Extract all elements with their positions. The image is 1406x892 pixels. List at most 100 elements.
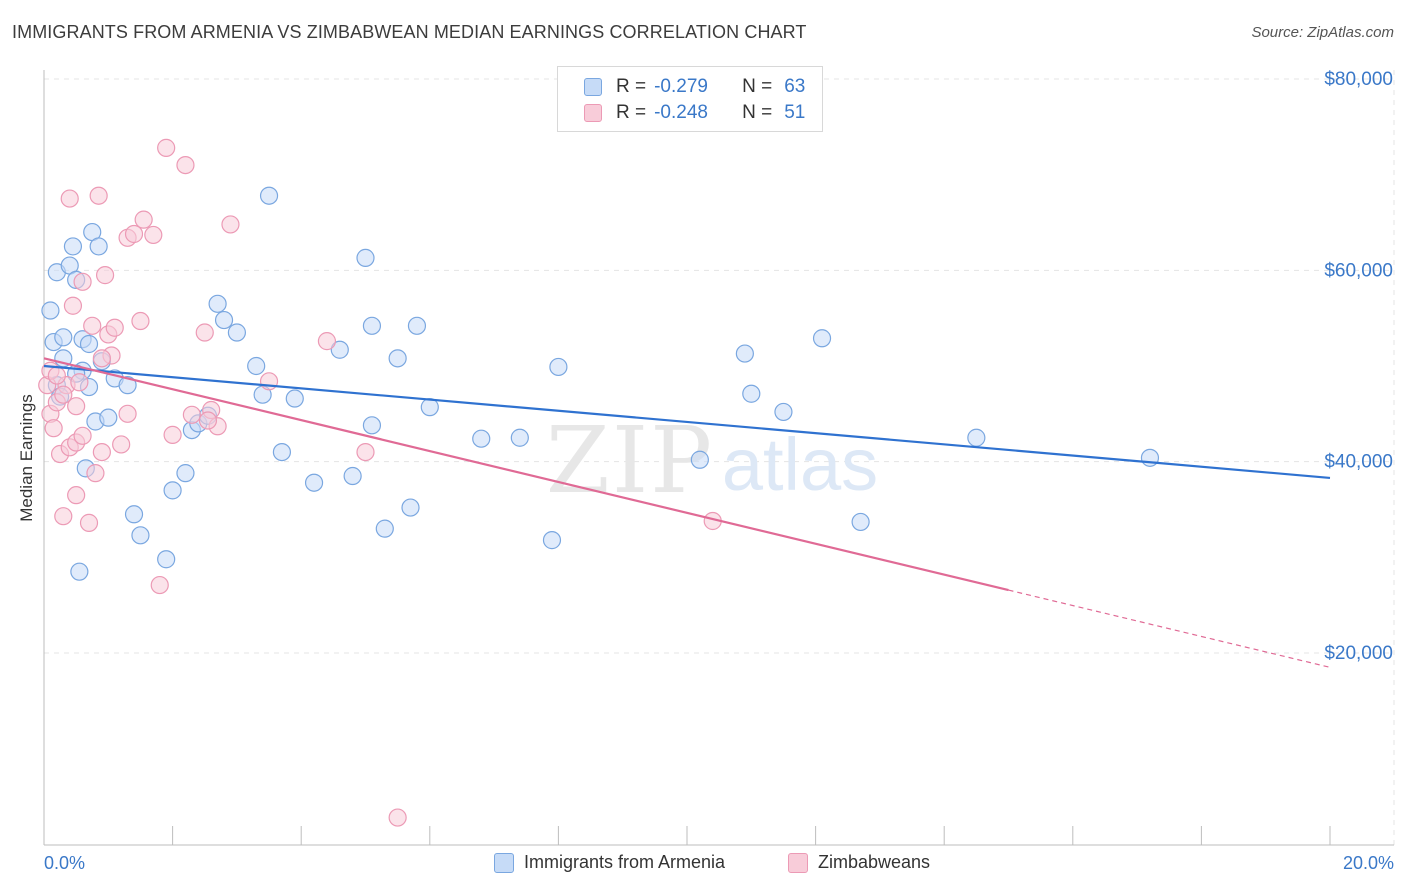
point-armenia (401, 498, 420, 517)
legend-r-label: R = (616, 102, 647, 123)
point-armenia (472, 429, 491, 448)
point-armenia (735, 344, 754, 363)
point-zimbabwe (182, 405, 201, 424)
x-tick-label: 0.0% (44, 853, 85, 873)
point-armenia (124, 505, 144, 524)
watermark-atlas: atlas (722, 423, 878, 506)
legend-n-label: N = (742, 102, 773, 123)
point-zimbabwe (47, 366, 66, 385)
legend-swatch-armenia (584, 78, 602, 96)
point-armenia (362, 416, 382, 435)
point-armenia (131, 526, 150, 545)
point-armenia (118, 376, 137, 395)
point-armenia (774, 402, 793, 422)
point-armenia (812, 329, 832, 348)
legend-r-value: -0.279 (654, 76, 708, 97)
y-tick-label: $80,000 (1324, 69, 1393, 90)
series-zimbabwe-points (38, 138, 722, 827)
series-legend-zimbabwe[interactable]: Zimbabweans (788, 852, 930, 873)
point-armenia (259, 186, 279, 205)
point-armenia (510, 428, 529, 447)
legend-r-value: -0.248 (654, 102, 708, 123)
series-legend: Immigrants from Armenia Zimbabweans (0, 852, 1406, 878)
legend-n-value: 51 (784, 102, 806, 123)
point-zimbabwe (86, 464, 105, 483)
series-legend-zimbabwe-label: Zimbabweans (818, 852, 931, 872)
point-zimbabwe (195, 323, 214, 342)
point-zimbabwe (73, 426, 92, 445)
point-armenia (304, 473, 324, 492)
point-armenia (157, 550, 176, 569)
point-zimbabwe (131, 311, 150, 331)
legend-n-value: 63 (784, 76, 806, 97)
point-armenia (63, 237, 83, 256)
point-zimbabwe (163, 425, 182, 444)
watermark-zip: ZIP (546, 407, 714, 514)
point-zimbabwe (67, 397, 86, 416)
point-armenia (247, 356, 266, 376)
point-zimbabwe (198, 411, 218, 430)
point-armenia (549, 357, 568, 377)
point-armenia (79, 334, 99, 354)
point-armenia (967, 428, 986, 447)
legend-row-armenia: R = -0.279 N = 63 (584, 75, 805, 99)
trend-zimbabwe (43, 357, 1009, 592)
series-legend-armenia[interactable]: Immigrants from Armenia (494, 852, 725, 873)
point-zimbabwe (83, 316, 102, 335)
point-armenia (388, 349, 407, 368)
source-credit: Source: ZipAtlas.com (1251, 24, 1394, 41)
point-zimbabwe (317, 332, 337, 351)
point-zimbabwe (150, 575, 169, 595)
series-armenia-points (41, 186, 1160, 581)
x-tick-labels: 0.0% 20.0% (44, 853, 1394, 873)
point-zimbabwe (44, 419, 63, 438)
point-armenia (690, 450, 709, 469)
legend-n-label: N = (742, 76, 773, 97)
y-tick-labels: $20,000 $40,000 $60,000 $80,000 (1324, 69, 1393, 664)
point-zimbabwe (118, 404, 137, 423)
y-axis-title: Median Earnings (17, 394, 36, 522)
point-zimbabwe (92, 349, 111, 368)
point-zimbabwe (92, 443, 111, 462)
point-armenia (54, 328, 73, 347)
point-zimbabwe (63, 296, 83, 315)
point-armenia (41, 301, 60, 320)
point-armenia (407, 316, 427, 335)
point-armenia (542, 531, 562, 550)
point-armenia (356, 248, 375, 267)
y-tick-label: $60,000 (1324, 260, 1393, 281)
point-zimbabwe (356, 443, 375, 462)
point-zimbabwe (134, 210, 153, 229)
point-zimbabwe (221, 215, 240, 234)
point-armenia (99, 408, 118, 427)
point-armenia (272, 443, 292, 462)
swatch-zimbabwe (788, 852, 808, 873)
point-zimbabwe (105, 318, 124, 337)
swatch-armenia (494, 852, 514, 873)
point-zimbabwe (54, 385, 73, 404)
point-armenia (742, 384, 761, 403)
stats-legend: R = -0.279 N = 63 R = -0.248 N = 51 (557, 66, 823, 132)
point-armenia (208, 294, 227, 313)
point-zimbabwe (54, 507, 73, 526)
point-armenia (89, 237, 108, 256)
point-armenia (163, 481, 182, 500)
point-armenia (851, 512, 870, 532)
legend-r-label: R = (616, 76, 647, 97)
point-zimbabwe (388, 808, 407, 827)
point-zimbabwe (259, 372, 279, 391)
point-armenia (343, 466, 362, 486)
series-legend-armenia-label: Immigrants from Armenia (524, 852, 726, 872)
point-armenia (330, 340, 349, 359)
y-tick-label: $20,000 (1324, 643, 1393, 664)
trend-armenia (43, 364, 1331, 480)
point-armenia (227, 323, 246, 342)
y-tick-label: $40,000 (1324, 452, 1393, 473)
trend-lines (43, 357, 1331, 668)
point-zimbabwe (89, 186, 108, 205)
chart-title: IMMIGRANTS FROM ARMENIA VS ZIMBABWEAN ME… (12, 22, 807, 42)
point-armenia (176, 464, 195, 483)
point-zimbabwe (176, 156, 195, 175)
legend-row-zimbabwe: R = -0.248 N = 51 (584, 101, 805, 125)
